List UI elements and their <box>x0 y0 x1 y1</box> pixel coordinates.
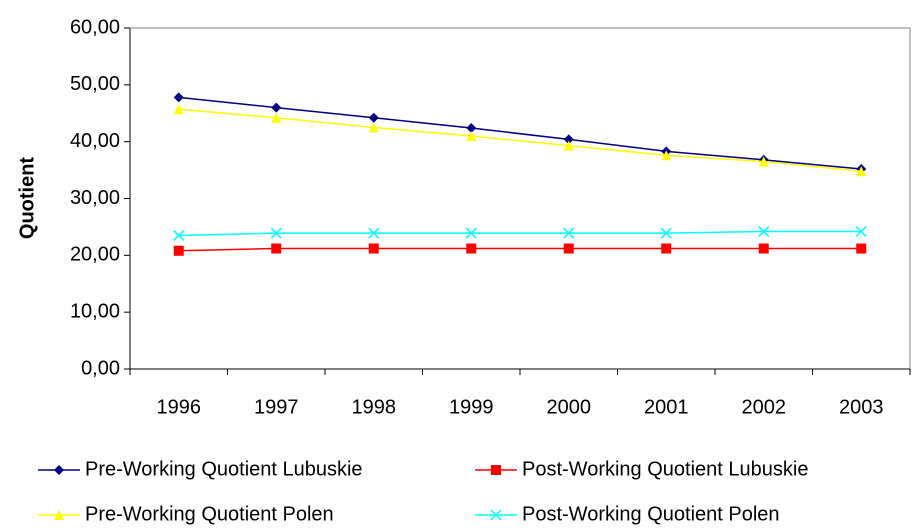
data-point <box>466 130 477 141</box>
data-point <box>466 243 477 254</box>
data-point <box>563 227 575 239</box>
legend-label: Post-Working Quotient Lubuskie <box>522 458 808 480</box>
y-tick-label: 50,00 <box>70 73 120 95</box>
data-point <box>855 225 867 237</box>
x-tick-label: 1998 <box>352 396 397 418</box>
series-line <box>178 108 862 172</box>
data-point <box>563 134 574 145</box>
x-tick-label: 2003 <box>839 396 884 418</box>
data-point <box>466 123 477 134</box>
legend-label: Pre-Working Quotient Polen <box>85 503 334 525</box>
data-point <box>368 227 380 239</box>
data-point <box>368 243 379 254</box>
data-point <box>271 102 282 113</box>
x-tick-label: 1997 <box>254 396 299 418</box>
data-point <box>661 243 672 254</box>
legend-marker <box>490 509 502 521</box>
data-point <box>660 227 672 239</box>
x-tick-label: 1996 <box>157 396 202 418</box>
data-point <box>661 150 672 161</box>
x-tick-label: 2000 <box>547 396 592 418</box>
y-tick-label: 20,00 <box>70 244 120 266</box>
legend-marker <box>54 510 64 520</box>
x-tick-label: 2002 <box>742 396 787 418</box>
data-point <box>465 227 477 239</box>
legend-label: Pre-Working Quotient Lubuskie <box>85 458 363 480</box>
y-tick-label: 60,00 <box>70 16 120 38</box>
x-tick-label: 1999 <box>449 396 494 418</box>
data-point <box>758 225 770 237</box>
data-point <box>271 112 282 123</box>
y-axis-label: Quotient <box>16 157 38 240</box>
data-point <box>173 229 185 241</box>
y-tick-label: 40,00 <box>70 130 120 152</box>
data-point <box>368 122 379 133</box>
series-line <box>178 247 862 252</box>
data-point <box>368 112 379 123</box>
data-point <box>758 156 769 167</box>
legend-label: Post-Working Quotient Polen <box>522 503 780 525</box>
data-point <box>173 104 184 115</box>
y-tick-label: 10,00 <box>70 300 120 322</box>
legend-marker <box>491 465 501 475</box>
data-point <box>271 243 282 254</box>
data-point <box>270 227 282 239</box>
data-point <box>563 243 574 254</box>
data-point <box>758 243 769 254</box>
data-point <box>856 166 867 177</box>
data-point <box>173 92 184 103</box>
data-point <box>563 140 574 151</box>
y-tick-label: 30,00 <box>70 187 120 209</box>
x-tick-label: 2001 <box>644 396 689 418</box>
series-line <box>178 96 862 170</box>
data-point <box>856 243 867 254</box>
data-point <box>173 245 184 256</box>
legend-marker <box>54 465 64 475</box>
y-tick-label: 0,00 <box>81 357 120 379</box>
series-line <box>178 230 862 237</box>
